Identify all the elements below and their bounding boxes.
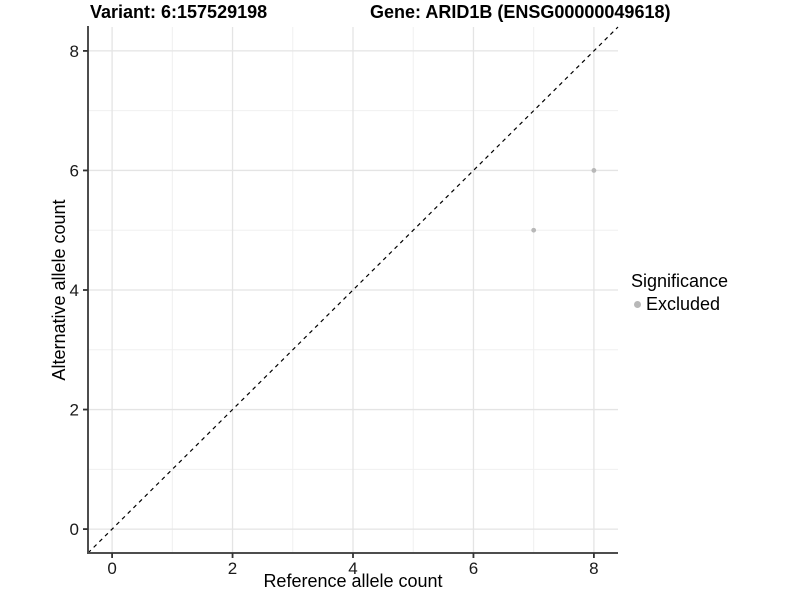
x-tick-label: 0 (107, 559, 116, 578)
plot-title-gene: Gene: ARID1B (ENSG00000049618) (370, 2, 671, 22)
legend-point-icon (634, 301, 641, 308)
x-axis-title: Reference allele count (263, 571, 443, 591)
x-tick-label: 4 (348, 559, 357, 578)
y-tick-label: 6 (70, 161, 79, 180)
legend: Significance Excluded (631, 271, 728, 315)
plot-title-variant: Variant: 6:157529198 (90, 2, 268, 22)
data-point (531, 227, 537, 233)
plot-panel: 0 2 4 6 8 0 2 4 6 8 (70, 26, 619, 578)
legend-title: Significance (631, 271, 729, 291)
x-tick-label: 6 (469, 559, 478, 578)
y-tick-label: 2 (70, 400, 79, 419)
y-tick-label: 8 (70, 42, 79, 61)
y-axis-title: Alternative allele count (49, 199, 69, 381)
y-tick-label: 0 (70, 520, 79, 539)
x-tick-label: 2 (228, 559, 237, 578)
legend-item-label: Excluded (646, 294, 721, 314)
legend-item-excluded: Excluded (631, 294, 728, 315)
x-tick-label: 8 (589, 559, 598, 578)
data-point (591, 168, 597, 173)
y-tick-label: 4 (70, 281, 79, 300)
